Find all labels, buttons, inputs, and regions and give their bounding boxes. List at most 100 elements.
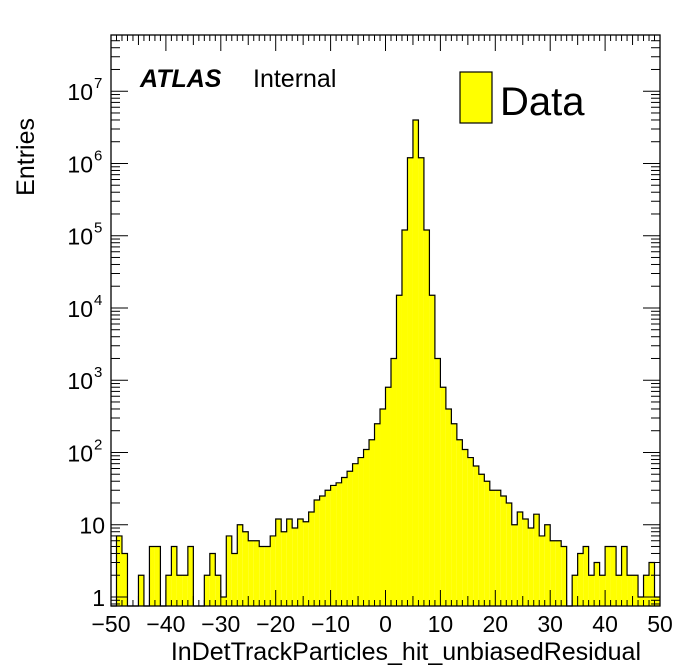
histogram-bar	[385, 387, 391, 606]
histogram-bar	[544, 524, 551, 606]
x-tick-label: 10	[428, 611, 454, 637]
histogram-bar	[314, 499, 320, 606]
histogram-bar	[253, 540, 260, 606]
histogram-bar	[138, 575, 144, 606]
histogram-bar	[325, 490, 331, 606]
histogram-bar	[347, 471, 353, 606]
histogram-bar	[226, 535, 232, 606]
x-tick-label: −20	[256, 611, 295, 637]
histogram-bar	[412, 119, 419, 607]
histogram-bar	[281, 531, 287, 606]
histogram-bar	[522, 519, 529, 606]
histogram-bar	[396, 295, 402, 606]
histogram-bar	[171, 546, 177, 606]
histogram-bar	[165, 575, 172, 606]
histogram-bar	[336, 482, 342, 606]
histogram-bar	[363, 449, 370, 606]
histogram-bar	[478, 474, 485, 606]
histogram-bar	[259, 546, 265, 606]
histogram-bar	[264, 546, 271, 606]
y-tick-label-exponent: 7	[94, 75, 102, 92]
y-tick-label: 1	[92, 585, 105, 611]
y-tick-label: 10	[67, 151, 93, 177]
histogram-bar	[550, 540, 556, 606]
histogram-bar	[572, 575, 578, 606]
y-tick-label: 10	[67, 440, 93, 466]
histogram-bars	[116, 119, 660, 607]
histogram-bar	[220, 596, 227, 606]
histogram-bar	[467, 457, 474, 606]
histogram-bar	[489, 490, 496, 606]
x-tick-label: −40	[146, 611, 185, 637]
histogram-bar	[462, 449, 468, 606]
histogram-bar	[275, 519, 282, 606]
histogram-bar	[390, 358, 397, 606]
histogram-bar	[528, 528, 534, 606]
x-axis-tick-labels: −50 −40 −30 −20 −10 0 10 20 30 40 50	[91, 611, 672, 637]
histogram-bar	[242, 531, 249, 606]
y-tick-label: 10	[79, 513, 105, 539]
x-tick-label: 50	[647, 611, 673, 637]
legend: Data	[459, 71, 585, 124]
histogram-bar	[632, 575, 639, 606]
y-tick-label-exponent: 3	[94, 364, 102, 381]
histogram-bar	[517, 512, 523, 606]
y-tick-label: 10	[67, 224, 93, 250]
histogram-bar	[577, 553, 584, 606]
histogram-bar	[187, 546, 194, 606]
histogram-bar	[588, 575, 595, 606]
histogram-bar	[292, 528, 298, 606]
histogram-bar	[533, 514, 540, 606]
histogram-outline	[111, 119, 660, 607]
x-tick-label: 0	[379, 611, 392, 637]
histogram-bar	[621, 546, 628, 606]
histogram-bar	[182, 575, 188, 606]
histogram-bar	[495, 490, 501, 606]
histogram-bar	[500, 495, 507, 606]
histogram-bar	[451, 423, 457, 606]
histogram-bar	[418, 157, 424, 606]
x-axis-ticks	[110, 35, 661, 606]
histogram-bar	[297, 519, 304, 606]
histogram-bar	[374, 423, 381, 606]
x-tick-label: −50	[91, 611, 130, 637]
histogram-bar	[407, 157, 413, 606]
histogram-bar	[308, 512, 315, 606]
histogram-bar	[610, 546, 617, 606]
x-tick-label: 30	[537, 611, 563, 637]
histogram-bar	[627, 575, 633, 606]
histogram-bar	[605, 546, 611, 606]
histogram-bar	[341, 477, 348, 606]
histogram-bar	[121, 553, 128, 606]
x-tick-label: 40	[592, 611, 618, 637]
y-tick-label: 10	[67, 368, 93, 394]
histogram-bar	[352, 463, 359, 606]
histogram-bar	[599, 575, 606, 606]
histogram-bar	[555, 540, 562, 606]
histogram-bar	[270, 535, 276, 606]
x-tick-label: 20	[483, 611, 509, 637]
legend-swatch	[459, 71, 493, 124]
histogram-bar	[149, 546, 155, 606]
x-tick-label: −30	[201, 611, 240, 637]
histogram-bar	[638, 596, 644, 606]
histogram-bar	[539, 535, 545, 606]
histogram-bar	[649, 562, 655, 606]
internal-label: Internal	[253, 65, 336, 93]
x-axis-title: InDetTrackParticles_hit_unbiasedResidual	[171, 638, 641, 666]
y-tick-label-exponent: 5	[94, 220, 102, 237]
histogram-bar	[456, 439, 463, 606]
histogram-bar	[303, 521, 309, 606]
y-tick-label-exponent: 2	[94, 436, 102, 453]
histogram-bar	[248, 540, 254, 606]
histogram-bar	[583, 546, 589, 606]
histogram-bar	[330, 485, 337, 606]
histogram-bar	[380, 408, 386, 606]
histogram-bar	[154, 546, 161, 606]
x-tick-label: −10	[311, 611, 350, 637]
histogram-bar	[506, 502, 512, 606]
y-tick-label: 10	[67, 79, 93, 105]
histogram-bar	[116, 535, 122, 606]
